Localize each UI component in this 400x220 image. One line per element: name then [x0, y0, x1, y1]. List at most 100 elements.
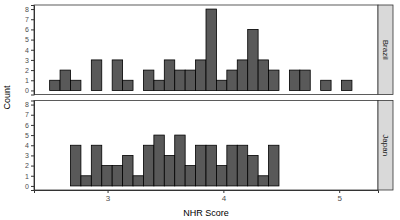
tick-mark: [31, 40, 34, 41]
tick-mark: [223, 190, 224, 193]
tick-mark: [31, 80, 34, 81]
histogram-bar: [289, 70, 299, 90]
histogram-bar: [310, 185, 320, 186]
histogram-bar: [279, 185, 289, 186]
tick-label: 4: [25, 142, 29, 149]
tick-label: 0: [25, 183, 29, 190]
tick-mark: [31, 135, 34, 136]
tick: 3: [25, 152, 34, 159]
histogram-bar: [206, 9, 216, 90]
tick: 5: [25, 132, 34, 139]
tick: 2: [25, 67, 34, 74]
histogram-bar: [258, 176, 268, 186]
histogram-bar: [164, 60, 174, 91]
histogram-bar: [91, 145, 101, 186]
axis-line: [31, 6, 35, 96]
x-axis-title: NHR Score: [183, 208, 229, 218]
tick-mark: [31, 105, 34, 106]
histogram-bar: [331, 90, 341, 91]
histogram-bar: [342, 80, 352, 90]
tick: 6: [25, 122, 34, 129]
histogram-bar: [269, 145, 279, 186]
tick-mark: [31, 145, 34, 146]
tick: 1: [25, 173, 34, 180]
histogram-bar: [143, 145, 153, 186]
tick-label: 1: [25, 173, 29, 180]
tick: 0: [25, 183, 34, 190]
histogram-bar: [248, 29, 258, 90]
bars: [50, 9, 352, 90]
strip-label: Brazil: [381, 40, 390, 60]
histogram-bar: [331, 185, 341, 186]
tick-label: 7: [25, 111, 29, 118]
histogram-bar: [310, 90, 320, 91]
histogram-bar: [164, 155, 174, 186]
tick-mark: [31, 125, 34, 126]
histogram-bar: [216, 166, 226, 186]
tick: 4: [25, 46, 34, 53]
tick: 6: [25, 26, 34, 33]
histogram-bar: [102, 90, 112, 91]
histogram-bar: [81, 90, 91, 91]
histogram-bar: [175, 135, 185, 186]
histogram-bar: [70, 80, 80, 90]
panel-background: [34, 101, 378, 191]
histogram-bar: [258, 60, 268, 91]
tick: 0: [25, 87, 34, 94]
tick-label: 0: [25, 87, 29, 94]
tick-label: 6: [25, 122, 29, 129]
histogram-bar: [185, 166, 195, 186]
histogram-bar: [70, 145, 80, 186]
histogram-bar: [352, 185, 362, 186]
tick-label: 7: [25, 16, 29, 23]
histogram-bar: [60, 70, 70, 90]
histogram-bar: [289, 185, 299, 186]
histogram-bar: [154, 80, 164, 90]
tick-label: 8: [25, 101, 29, 108]
histogram-bar: [237, 145, 247, 186]
tick-mark: [31, 19, 34, 20]
tick-label: 2: [25, 162, 29, 169]
y-axis-title: Count: [2, 85, 12, 110]
histogram-bar: [143, 70, 153, 90]
tick-label: 2: [25, 67, 29, 74]
tick-mark: [31, 155, 34, 156]
histogram-bar: [175, 70, 185, 90]
histogram-bar: [206, 145, 216, 186]
panel-background: [34, 5, 378, 95]
histogram-bar: [237, 60, 247, 91]
tick-mark: [31, 29, 34, 30]
tick-label: 1: [25, 77, 29, 84]
tick-mark: [339, 190, 340, 193]
histogram-bar: [123, 155, 133, 186]
tick-mark: [31, 186, 34, 187]
bars: [70, 135, 278, 186]
histogram-bar: [300, 185, 310, 186]
x-axis: 345: [35, 190, 379, 203]
tick: 7: [25, 16, 34, 23]
histogram-bar: [196, 145, 206, 186]
histogram-bar: [279, 90, 289, 91]
tick: 3: [25, 57, 34, 64]
tick-label: 5: [25, 36, 29, 43]
tick-mark: [31, 50, 34, 51]
histogram-bar: [269, 70, 279, 90]
histogram-bar: [60, 185, 70, 186]
axis-line: [35, 191, 379, 194]
tick-label: 4: [222, 194, 227, 203]
histogram-bar: [50, 185, 60, 186]
tick: 8: [25, 101, 34, 108]
tick: 8: [25, 6, 34, 13]
tick: 5: [25, 36, 34, 43]
histogram-bar: [321, 80, 331, 90]
tick-label: 3: [25, 57, 29, 64]
tick-mark: [31, 90, 34, 91]
tick-label: 4: [25, 46, 29, 53]
histogram-bar: [50, 80, 60, 90]
y-axis: 0 1 2 3 4 5 6 7 8: [25, 6, 34, 96]
tick-label: 8: [25, 6, 29, 13]
histogram-bar: [133, 90, 143, 91]
tick-label: 3: [25, 152, 29, 159]
histogram-bar: [300, 70, 310, 90]
histogram-bar: [81, 176, 91, 186]
